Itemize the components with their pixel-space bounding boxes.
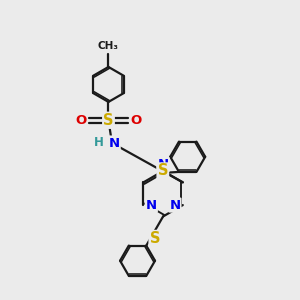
Text: S: S bbox=[150, 231, 160, 246]
Text: N: N bbox=[109, 136, 120, 149]
Text: H: H bbox=[94, 136, 104, 148]
Text: S: S bbox=[103, 113, 114, 128]
Text: O: O bbox=[75, 114, 86, 127]
Text: O: O bbox=[131, 114, 142, 127]
Text: N: N bbox=[169, 199, 181, 212]
Text: S: S bbox=[158, 164, 168, 178]
Text: N: N bbox=[158, 158, 169, 171]
Text: N: N bbox=[146, 199, 157, 212]
Text: CH₃: CH₃ bbox=[98, 41, 119, 51]
